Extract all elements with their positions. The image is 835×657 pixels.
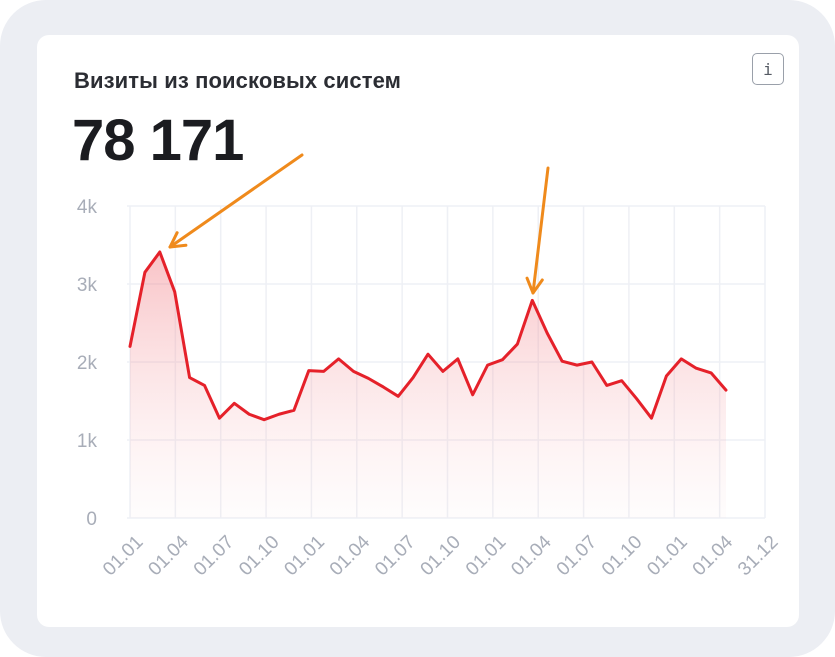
x-tick-label: 01.10 bbox=[235, 532, 283, 580]
data-point bbox=[158, 250, 161, 254]
x-axis: 01.0101.0401.0701.1001.0101.0401.0701.10… bbox=[99, 531, 782, 580]
y-tick-label: 2k bbox=[77, 353, 98, 374]
data-point bbox=[218, 416, 221, 420]
data-point bbox=[143, 271, 147, 274]
y-tick-label: 0 bbox=[86, 509, 97, 530]
data-point bbox=[233, 402, 236, 405]
data-point bbox=[367, 377, 370, 380]
x-tick-label: 01.01 bbox=[462, 532, 510, 580]
data-point bbox=[382, 385, 385, 389]
data-point bbox=[322, 370, 325, 373]
data-point bbox=[575, 363, 579, 367]
data-point bbox=[203, 384, 206, 387]
data-point bbox=[292, 409, 296, 412]
data-point bbox=[709, 371, 713, 375]
data-point bbox=[337, 357, 340, 361]
data-point bbox=[680, 357, 683, 361]
data-point bbox=[426, 353, 430, 356]
data-point bbox=[173, 290, 176, 293]
data-point bbox=[695, 367, 698, 370]
data-point bbox=[546, 331, 549, 335]
card-title: Визиты из поисковых систем bbox=[74, 68, 402, 93]
series-area-fill bbox=[130, 252, 726, 518]
x-tick-label: 01.10 bbox=[417, 532, 465, 580]
data-point bbox=[650, 416, 653, 420]
data-point bbox=[516, 342, 519, 346]
info-button[interactable]: i bbox=[752, 53, 784, 85]
data-point bbox=[620, 379, 623, 382]
data-point bbox=[531, 299, 534, 302]
chart-card: Визиты из поисковых систем 78 171 i 0 1k 2… bbox=[37, 35, 799, 627]
annotation-arrow-shaft bbox=[531, 166, 550, 295]
x-tick-label: 01.07 bbox=[190, 532, 238, 580]
chart-annotations bbox=[168, 153, 550, 295]
y-tick-label: 3k bbox=[77, 275, 98, 296]
chart-area-layer bbox=[128, 250, 728, 518]
info-icon: i bbox=[763, 59, 773, 79]
data-point bbox=[262, 418, 266, 421]
x-tick-label: 01.04 bbox=[689, 531, 738, 580]
data-point bbox=[635, 397, 638, 400]
y-tick-label: 1k bbox=[77, 431, 98, 452]
x-tick-label: 01.10 bbox=[598, 532, 646, 580]
data-point bbox=[352, 370, 355, 373]
data-point bbox=[724, 388, 728, 392]
x-tick-label: 01.04 bbox=[507, 531, 556, 580]
data-point bbox=[501, 358, 504, 361]
data-point bbox=[665, 374, 668, 378]
annotation-arrow-head bbox=[168, 231, 188, 249]
data-point bbox=[128, 345, 132, 348]
data-point bbox=[307, 369, 310, 372]
data-point bbox=[277, 413, 281, 416]
annotation-arrow-head bbox=[525, 276, 544, 295]
y-axis: 0 1k 2k 3k 4k bbox=[77, 197, 98, 530]
total-value: 78 171 bbox=[72, 108, 244, 173]
data-point bbox=[188, 376, 191, 379]
data-point bbox=[590, 360, 594, 364]
data-point bbox=[560, 360, 564, 363]
data-point bbox=[471, 393, 474, 396]
x-tick-label: 31.12 bbox=[734, 532, 782, 580]
data-point bbox=[411, 376, 415, 379]
x-tick-label: 01.07 bbox=[371, 532, 419, 580]
annotation-arrow-shaft bbox=[168, 153, 304, 249]
x-tick-label: 01.04 bbox=[144, 531, 193, 580]
data-point bbox=[486, 363, 489, 367]
x-tick-label: 01.01 bbox=[280, 532, 328, 580]
x-tick-label: 01.01 bbox=[643, 532, 691, 580]
data-point bbox=[441, 370, 445, 373]
x-tick-label: 01.04 bbox=[326, 531, 375, 580]
x-tick-label: 01.01 bbox=[99, 532, 147, 580]
y-tick-label: 4k bbox=[77, 197, 98, 218]
data-point bbox=[605, 384, 608, 387]
data-point bbox=[248, 413, 251, 416]
x-tick-label: 01.07 bbox=[553, 532, 601, 580]
data-point bbox=[456, 357, 459, 361]
data-point bbox=[397, 395, 400, 398]
